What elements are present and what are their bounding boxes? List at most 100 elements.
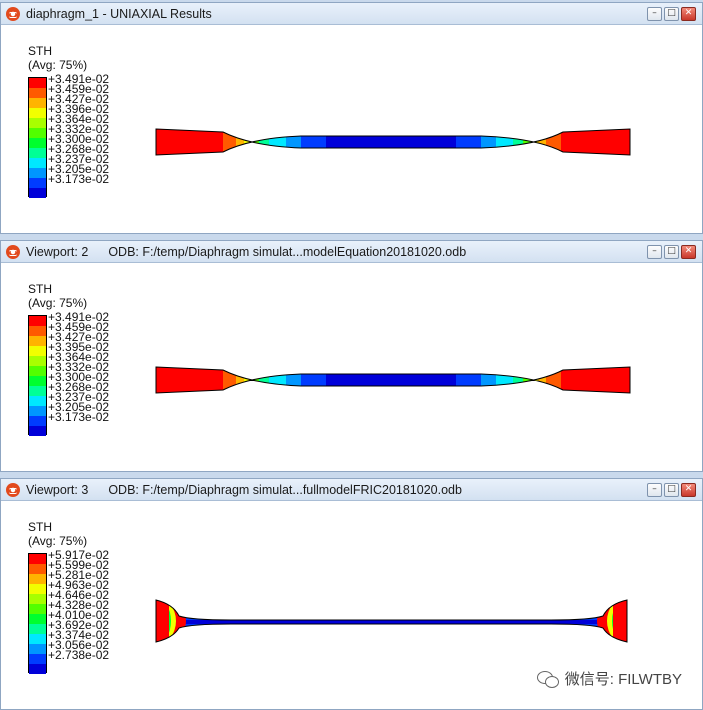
legend-value: +3.205e-02 [48,162,110,176]
contour-band [236,129,244,155]
legend-swatch [29,664,46,674]
legend-swatch [29,158,46,168]
legend-color-bar [28,77,47,198]
viewport-3[interactable]: Viewport: 3 ODB: F:/temp/Diaphragm simul… [0,478,703,710]
viewport-title: Viewport: 2 [26,244,89,259]
contour-band [613,600,627,642]
diaphragm-contour-plot [155,599,628,643]
legend-swatch [29,614,46,624]
legend-value: +3.173e-02 [48,410,110,424]
contour-band [481,367,496,393]
viewport-titlebar[interactable]: Viewport: 2 ODB: F:/temp/Diaphragm simul… [1,241,702,263]
legend-value: +5.917e-02 [48,548,110,562]
legend-variable: STH [28,44,52,58]
contour-band [561,367,630,393]
model-outline [155,366,631,394]
viewport-odb-path: ODB: F:/temp/Diaphragm simulat...fullmod… [108,482,462,497]
legend-swatch [29,138,46,148]
close-button[interactable]: ✕ [681,482,696,497]
abaqus-viewport-icon[interactable] [6,6,20,21]
contour-band [513,129,523,155]
contour-band [244,129,251,155]
legend-values: +3.491e-02 +3.459e-02 +3.427e-02 +3.395e… [48,310,110,424]
contour-band [244,367,251,393]
contour-band [538,367,546,393]
window-controls: – □ ✕ [647,6,696,21]
legend-swatch [29,326,46,336]
legend-value: +5.281e-02 [48,568,110,582]
contour-legend: STH (Avg: 75%) +3.491e-02 +3.459e-02 +3.… [28,282,109,440]
viewport-titlebar[interactable]: diaphragm_1 - UNIAXIAL Results – □ ✕ [1,3,702,25]
legend-value: +3.427e-02 [48,92,110,106]
viewport-title: diaphragm_1 - UNIAXIAL Results [26,6,212,21]
contour-band [456,367,481,393]
legend-swatch [29,316,46,326]
legend-color-bar [28,315,47,436]
contour-band [538,129,546,155]
legend-value: +3.056e-02 [48,638,110,652]
minimize-button[interactable]: – [647,244,662,259]
contour-band [531,367,538,393]
contour-band [301,367,326,393]
viewport-1[interactable]: diaphragm_1 - UNIAXIAL Results – □ ✕ STH… [0,2,703,234]
legend-swatch [29,654,46,664]
legend-value: +3.268e-02 [48,142,110,156]
abaqus-viewport-icon[interactable] [6,244,20,259]
legend-swatch [29,426,46,436]
viewport-canvas[interactable]: STH (Avg: 75%) +3.491e-02 +3.459e-02 +3.… [1,264,702,471]
contour-band [523,367,531,393]
legend-value: +3.332e-02 [48,122,110,136]
legend-swatch [29,108,46,118]
legend-swatch [29,406,46,416]
close-button[interactable]: ✕ [681,6,696,21]
model-outline [155,128,631,156]
legend-swatch [29,554,46,564]
legend-swatch [29,564,46,574]
maximize-button[interactable]: □ [664,6,679,21]
viewport-canvas[interactable]: STH (Avg: 75%) +3.491e-02 +3.459e-02 +3.… [1,26,702,233]
legend-swatch [29,188,46,198]
legend-swatch [29,644,46,654]
legend-swatch [29,634,46,644]
watermark-text: 微信号: FILWTBY [564,671,682,688]
legend-swatch [29,386,46,396]
legend-value: +3.491e-02 [48,310,110,324]
legend-value: +3.364e-02 [48,112,110,126]
legend-value: +3.300e-02 [48,370,110,384]
legend-swatch [29,168,46,178]
watermark: 微信号: FILWTBY [536,668,682,689]
legend-variable: STH [28,520,52,534]
minimize-button[interactable]: – [647,6,662,21]
legend-values: +3.491e-02 +3.459e-02 +3.427e-02 +3.396e… [48,73,110,186]
legend-average: (Avg: 75%) [28,534,88,548]
window-controls: – □ ✕ [647,482,696,497]
legend-swatch [29,624,46,634]
contour-band [531,129,538,155]
viewport-2[interactable]: Viewport: 2 ODB: F:/temp/Diaphragm simul… [0,240,703,472]
contour-band [259,367,269,393]
legend-value: +2.738e-02 [48,648,110,662]
maximize-button[interactable]: □ [664,244,679,259]
legend-swatch [29,148,46,158]
legend-average: (Avg: 75%) [28,58,88,72]
legend-swatch [29,98,46,108]
wechat-icon [536,669,561,689]
abaqus-viewport-icon[interactable] [6,482,20,497]
maximize-button[interactable]: □ [664,482,679,497]
legend-swatch [29,78,46,88]
viewport-canvas[interactable]: STH (Avg: 75%) +5.917e-02 +5.599e-02 +5.… [1,502,702,709]
legend-value: +3.173e-02 [48,172,110,186]
contour-band [251,367,259,393]
contour-legend: STH (Avg: 75%) +3.491e-02 +3.459e-02 +3.… [28,44,109,202]
viewport-titlebar[interactable]: Viewport: 3 ODB: F:/temp/Diaphragm simul… [1,479,702,501]
legend-value: +3.364e-02 [48,350,110,364]
legend-average: (Avg: 75%) [28,296,88,310]
contour-band [326,367,456,393]
minimize-button[interactable]: – [647,482,662,497]
legend-swatch [29,178,46,188]
contour-band [561,129,630,155]
close-button[interactable]: ✕ [681,244,696,259]
legend-swatch [29,366,46,376]
legend-value: +3.395e-02 [48,340,110,354]
legend-value: +5.599e-02 [48,558,110,572]
